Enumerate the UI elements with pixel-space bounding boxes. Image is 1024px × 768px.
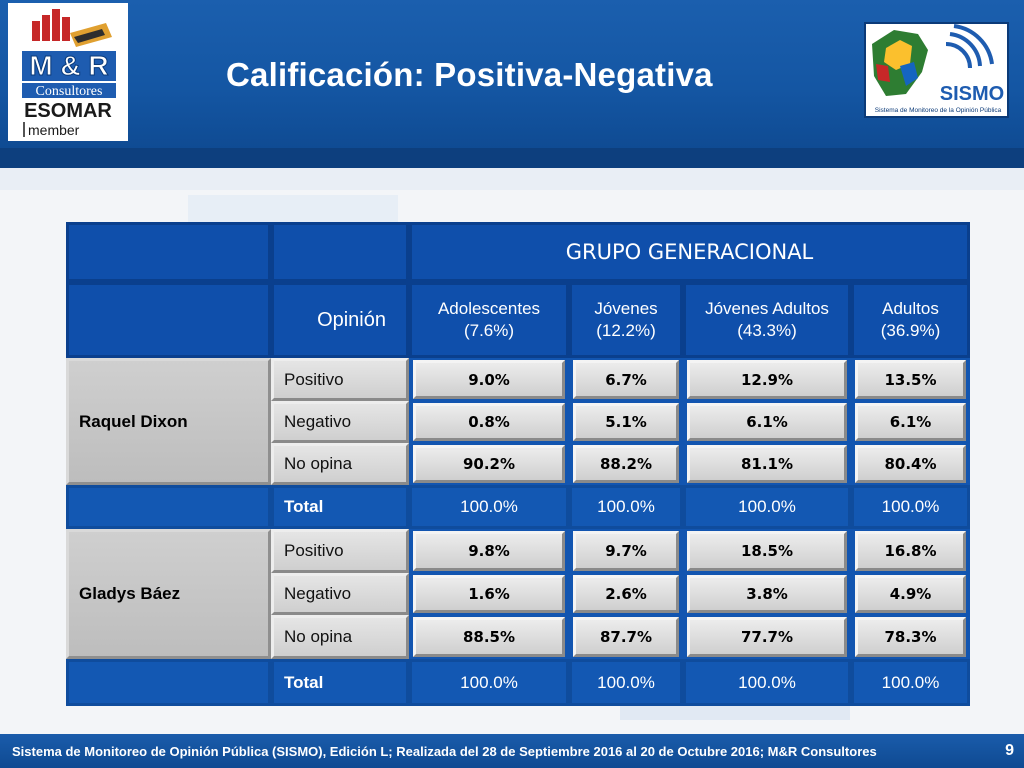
total-value: 100.0% [683, 659, 851, 706]
total-value: 100.0% [409, 485, 569, 529]
value-cell: 18.5% [687, 531, 847, 571]
value-cell: 80.4% [855, 445, 966, 483]
svg-text:member: member [28, 122, 80, 138]
value-cell: 90.2% [413, 445, 565, 483]
column-share: (12.2%) [596, 321, 656, 340]
value-cell: 4.9% [855, 575, 966, 613]
group-title: GRUPO GENERACIONAL [409, 222, 970, 282]
value-cell: 6.1% [687, 403, 847, 441]
value-cell: 88.2% [573, 445, 679, 483]
header-blank-cell [66, 222, 271, 282]
value-cell: 81.1% [687, 445, 847, 483]
opinion-label: Positivo [271, 529, 409, 573]
column-share: (7.6%) [463, 321, 515, 340]
column-header: Adolescentes (7.6%) [409, 282, 569, 358]
header-blank-cell [66, 282, 271, 358]
opinion-label: Negativo [271, 401, 409, 443]
value-cell: 13.5% [855, 360, 966, 399]
total-value: 100.0% [851, 485, 970, 529]
candidate-name: Gladys Báez [66, 529, 271, 659]
value-cell: 16.8% [855, 531, 966, 571]
page-title: Calificación: Positiva-Negativa [226, 56, 713, 93]
opinion-label: Positivo [271, 358, 409, 401]
svg-text:SISMO: SISMO [940, 83, 1004, 105]
value-cell: 6.1% [855, 403, 966, 441]
total-value: 100.0% [569, 659, 683, 706]
value-cell: 12.9% [687, 360, 847, 399]
total-value: 100.0% [683, 485, 851, 529]
column-share: (36.9%) [880, 321, 941, 340]
header-bar [0, 0, 1024, 148]
footer-bar: Sistema de Monitoreo de Opinión Pública … [0, 734, 1024, 768]
footer-source-text: Sistema de Monitoreo de Opinión Pública … [12, 744, 877, 759]
opinion-label: Negativo [271, 573, 409, 615]
value-cell: 5.1% [573, 403, 679, 441]
value-cell: 3.8% [687, 575, 847, 613]
column-header: Jóvenes (12.2%) [569, 282, 683, 358]
value-cell: 0.8% [413, 403, 565, 441]
mr-consultores-logo: M & R Consultores ESOMAR member [8, 3, 128, 141]
page-number: 9 [1005, 742, 1014, 759]
value-cell: 9.8% [413, 531, 565, 571]
value-cell: 9.0% [413, 360, 565, 399]
svg-text:M & R: M & R [29, 50, 108, 81]
total-label: Total [271, 485, 409, 529]
candidate-name: Raquel Dixon [66, 358, 271, 485]
column-header: Adultos (36.9%) [851, 282, 970, 358]
opinion-label: No opina [271, 615, 409, 659]
total-value: 100.0% [569, 485, 683, 529]
opinion-header: Opinión [271, 282, 409, 358]
results-table: GRUPO GENERACIONAL Opinión Adolescentes (7.… [66, 222, 970, 706]
svg-text:ESOMAR: ESOMAR [24, 100, 112, 122]
value-cell: 1.6% [413, 575, 565, 613]
opinion-label: No opina [271, 443, 409, 485]
column-name: Adultos [882, 299, 939, 318]
header-strip [0, 168, 1024, 190]
total-blank-cell [66, 485, 271, 529]
value-cell: 87.7% [573, 617, 679, 657]
value-cell: 2.6% [573, 575, 679, 613]
svg-text:Sistema de Monitoreo de la Opi: Sistema de Monitoreo de la Opinión Públi… [875, 107, 1002, 114]
total-value: 100.0% [851, 659, 970, 706]
column-name: Jóvenes Adultos [705, 299, 829, 318]
header-blank-cell [271, 222, 409, 282]
value-cell: 78.3% [855, 617, 966, 657]
value-cell: 6.7% [573, 360, 679, 399]
total-blank-cell [66, 659, 271, 706]
column-header: Jóvenes Adultos (43.3%) [683, 282, 851, 358]
total-value: 100.0% [409, 659, 569, 706]
value-cell: 77.7% [687, 617, 847, 657]
column-name: Jóvenes [594, 299, 658, 318]
value-cell: 88.5% [413, 617, 565, 657]
column-name: Adolescentes [437, 299, 541, 318]
header-band [0, 148, 1024, 168]
column-share: (43.3%) [737, 321, 797, 340]
svg-text:Consultores: Consultores [36, 84, 103, 99]
sismo-logo: SISMO Sistema de Monitoreo de la Opinión… [864, 22, 1009, 118]
total-label: Total [271, 659, 409, 706]
value-cell: 9.7% [573, 531, 679, 571]
